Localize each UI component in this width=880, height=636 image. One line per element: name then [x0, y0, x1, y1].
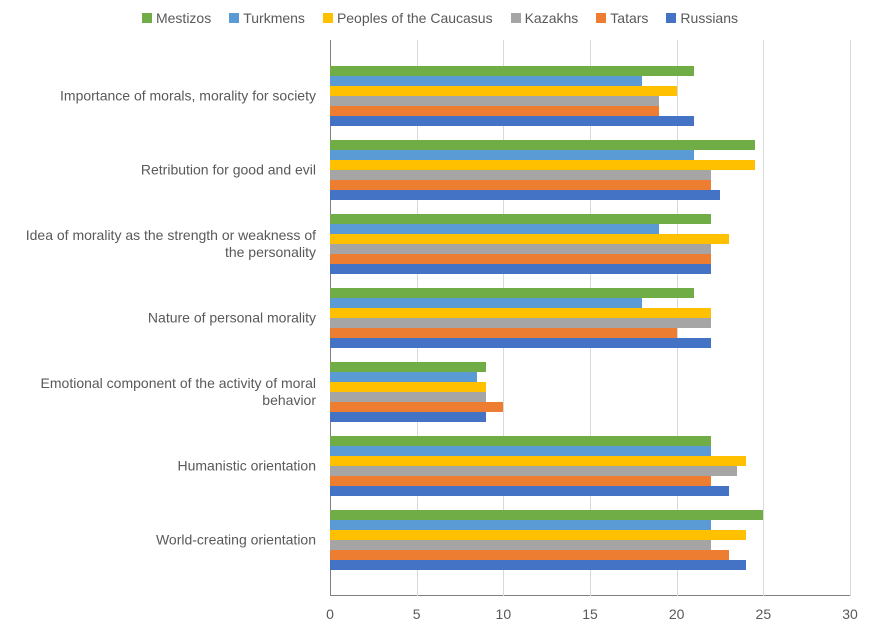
bar	[330, 372, 477, 382]
bar	[330, 466, 737, 476]
bar-group	[330, 362, 850, 422]
legend: Mestizos Turkmens Peoples of the Caucasus K…	[0, 0, 880, 34]
y-axis-labels: Importance of morals, morality for socie…	[0, 40, 330, 596]
bar	[330, 382, 486, 392]
bar	[330, 66, 694, 76]
bar	[330, 190, 720, 200]
y-tick-label: World-creating orientation	[10, 532, 316, 549]
bar	[330, 520, 711, 530]
bar	[330, 288, 694, 298]
bar	[330, 486, 729, 496]
bar	[330, 476, 711, 486]
bar-group	[330, 140, 850, 200]
bar-group	[330, 214, 850, 274]
bar	[330, 76, 642, 86]
bar	[330, 446, 711, 456]
x-tick-label: 0	[326, 606, 334, 622]
y-tick-label: Emotional component of the activity of m…	[10, 375, 316, 409]
legend-swatch	[511, 13, 521, 23]
bar	[330, 86, 677, 96]
bar	[330, 244, 711, 254]
legend-swatch	[666, 13, 676, 23]
bar	[330, 308, 711, 318]
x-tick-label: 30	[842, 606, 858, 622]
bar	[330, 214, 711, 224]
legend-swatch	[229, 13, 239, 23]
y-tick-label: Humanistic orientation	[10, 458, 316, 475]
y-tick-label: Retribution for good and evil	[10, 162, 316, 179]
bar	[330, 150, 694, 160]
x-tick-label: 25	[756, 606, 772, 622]
plot-area: Importance of morals, morality for socie…	[0, 40, 880, 636]
legend-item: Peoples of the Caucasus	[323, 10, 493, 26]
bar	[330, 402, 503, 412]
bar	[330, 530, 746, 540]
legend-label: Tatars	[610, 10, 648, 26]
bar	[330, 264, 711, 274]
legend-item: Russians	[666, 10, 738, 26]
chart-container: Mestizos Turkmens Peoples of the Caucasus K…	[0, 0, 880, 636]
plot-inner	[330, 40, 850, 596]
y-tick-label: Idea of morality as the strength or weak…	[10, 227, 316, 261]
legend-item: Turkmens	[229, 10, 305, 26]
bar	[330, 254, 711, 264]
legend-item: Kazakhs	[511, 10, 579, 26]
x-tick-label: 15	[582, 606, 598, 622]
bar	[330, 510, 763, 520]
legend-swatch	[596, 13, 606, 23]
bar-group	[330, 510, 850, 570]
bar	[330, 392, 486, 402]
legend-label: Turkmens	[243, 10, 305, 26]
bar	[330, 298, 642, 308]
legend-label: Russians	[680, 10, 738, 26]
bar	[330, 456, 746, 466]
bar	[330, 116, 694, 126]
bar	[330, 224, 659, 234]
legend-label: Mestizos	[156, 10, 211, 26]
bar-group	[330, 436, 850, 496]
y-tick-label: Nature of personal morality	[10, 310, 316, 327]
bar	[330, 160, 755, 170]
legend-item: Mestizos	[142, 10, 211, 26]
bar	[330, 180, 711, 190]
bar-group	[330, 288, 850, 348]
bar	[330, 234, 729, 244]
bar	[330, 550, 729, 560]
gridline	[850, 40, 851, 596]
bar	[330, 140, 755, 150]
x-tick-label: 10	[496, 606, 512, 622]
legend-swatch	[142, 13, 152, 23]
bar	[330, 540, 711, 550]
bar	[330, 106, 659, 116]
legend-swatch	[323, 13, 333, 23]
bar	[330, 338, 711, 348]
bar	[330, 436, 711, 446]
legend-label: Kazakhs	[525, 10, 579, 26]
y-tick-label: Importance of morals, morality for socie…	[10, 88, 316, 105]
bar	[330, 328, 677, 338]
bar-group	[330, 66, 850, 126]
bar	[330, 560, 746, 570]
bar	[330, 318, 711, 328]
bar	[330, 96, 659, 106]
bar	[330, 362, 486, 372]
x-tick-label: 5	[413, 606, 421, 622]
x-axis-labels: 051015202530	[330, 606, 850, 626]
legend-label: Peoples of the Caucasus	[337, 10, 493, 26]
bar	[330, 170, 711, 180]
x-tick-label: 20	[669, 606, 685, 622]
bar	[330, 412, 486, 422]
legend-item: Tatars	[596, 10, 648, 26]
